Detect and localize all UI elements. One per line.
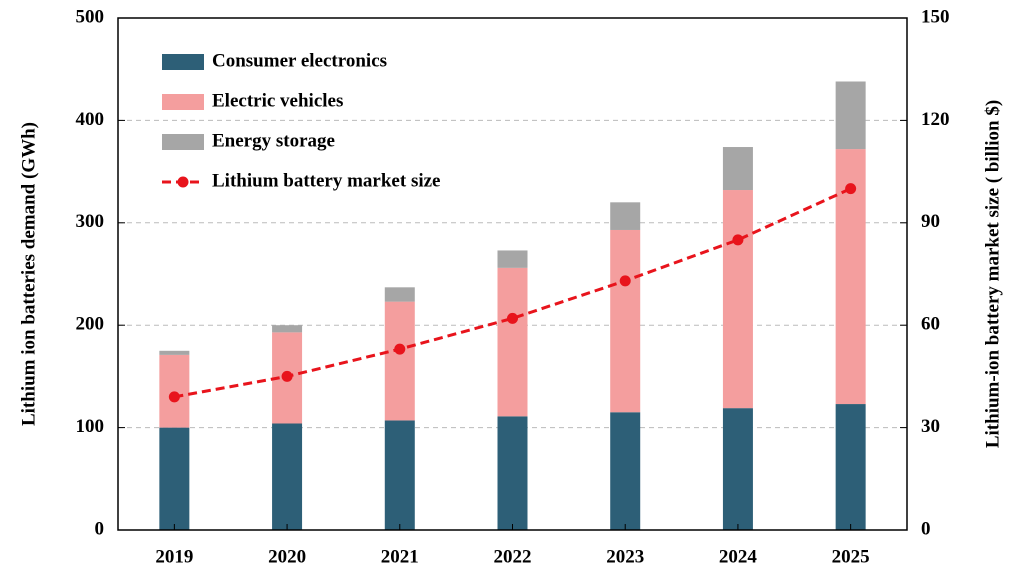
bar — [384, 287, 415, 302]
bar — [497, 250, 528, 268]
bar — [835, 404, 866, 530]
line-marker — [845, 183, 857, 195]
bar — [272, 423, 303, 530]
legend-label: Energy storage — [212, 130, 335, 151]
plot-frame — [117, 17, 908, 531]
legend-label: Electric vehicles — [212, 90, 343, 111]
x-tick-label: 2019 — [155, 546, 193, 567]
y2-axis-label: Lithium-ion battery market size ( billio… — [982, 100, 1003, 448]
bar — [497, 416, 528, 530]
y2-tick-label: 90 — [921, 211, 940, 232]
y-tick-label: 400 — [76, 109, 105, 130]
line-marker — [168, 391, 180, 403]
y2-tick-label: 120 — [921, 109, 950, 130]
legend-label: Consumer electronics — [212, 50, 387, 71]
bar — [835, 81, 866, 150]
legend-marker — [177, 176, 189, 188]
bar — [722, 147, 753, 191]
bar — [384, 420, 415, 530]
y2-tick-label: 60 — [921, 314, 940, 335]
line-marker — [619, 275, 631, 287]
bar — [159, 350, 190, 355]
line-marker — [394, 343, 406, 355]
bar — [159, 354, 190, 428]
bar — [610, 412, 641, 530]
legend-swatch — [162, 134, 204, 150]
x-tick-label: 2024 — [719, 546, 758, 567]
y-axis-label: Lithium ion batteries demand (GWh) — [18, 122, 39, 426]
y2-tick-label: 30 — [921, 416, 940, 437]
y2-tick-label: 0 — [921, 518, 931, 539]
bar — [722, 190, 753, 409]
bar — [272, 325, 303, 333]
bar — [497, 267, 528, 417]
y-tick-label: 500 — [76, 6, 105, 27]
legend-label: Lithium battery market size — [212, 170, 440, 191]
line-marker — [732, 234, 744, 246]
bar — [722, 408, 753, 530]
legend-swatch — [162, 94, 204, 110]
x-tick-label: 2025 — [832, 546, 870, 567]
bar — [610, 229, 641, 413]
y2-tick-label: 150 — [921, 6, 950, 27]
y-tick-label: 200 — [76, 314, 105, 335]
line-marker — [281, 370, 293, 382]
y-tick-label: 100 — [76, 416, 105, 437]
bar — [384, 301, 415, 421]
bar — [159, 427, 190, 530]
x-tick-label: 2022 — [494, 546, 532, 567]
y-tick-label: 300 — [76, 211, 105, 232]
y-tick-label: 0 — [95, 518, 105, 539]
bar — [610, 202, 641, 230]
x-tick-label: 2020 — [268, 546, 306, 567]
x-tick-label: 2023 — [606, 546, 644, 567]
legend-swatch — [162, 54, 204, 70]
line-marker — [507, 312, 518, 324]
x-tick-label: 2021 — [381, 546, 419, 567]
